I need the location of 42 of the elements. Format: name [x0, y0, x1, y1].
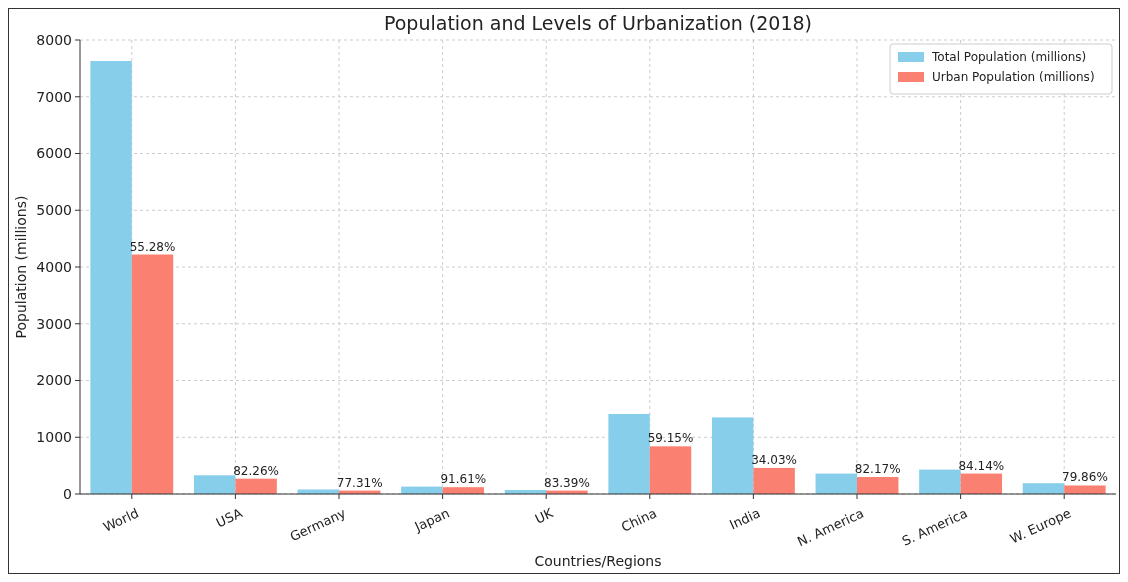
bar	[608, 413, 650, 494]
y-tick-label: 1000	[36, 429, 72, 446]
legend-label: Total Population (millions)	[931, 50, 1087, 65]
y-tick-label: 5000	[36, 202, 72, 219]
annotation: 82.17%	[854, 461, 901, 476]
bar	[753, 467, 795, 494]
annotation: 91.61%	[440, 472, 487, 487]
annotation: 77.31%	[336, 475, 383, 490]
x-tick-label: China	[618, 505, 659, 535]
y-tick-label: 6000	[36, 145, 72, 162]
y-tick-label: 2000	[36, 372, 72, 389]
chart-title: Population and Levels of Urbanization (2018)	[383, 12, 813, 34]
y-tick-label: 7000	[36, 88, 72, 105]
annotation: 82.26%	[233, 463, 279, 478]
bar	[649, 446, 692, 494]
bar	[1064, 485, 1106, 494]
bar	[193, 475, 236, 494]
x-tick-label: USA	[213, 505, 245, 531]
bar	[711, 417, 754, 494]
x-tick-label: UK	[532, 505, 556, 527]
y-axis-title: Population (millions)	[13, 195, 29, 339]
bar	[1022, 483, 1065, 494]
annotation: 83.39%	[544, 475, 590, 490]
y-tick-label: 8000	[36, 31, 72, 48]
annotation: 79.86%	[1062, 470, 1108, 485]
y-tick-label: 3000	[36, 315, 72, 332]
x-tick-label: India	[727, 505, 763, 533]
annotation: 55.28%	[129, 239, 176, 254]
bar	[131, 254, 174, 494]
bar	[960, 473, 1003, 494]
y-tick-label: 0	[63, 485, 72, 502]
bar	[919, 469, 961, 494]
bar	[815, 473, 857, 494]
annotation: 59.15%	[647, 431, 694, 446]
y-tick-label: 4000	[36, 258, 72, 275]
annotation: 84.14%	[958, 458, 1005, 473]
bar	[857, 476, 899, 494]
annotation: 34.03%	[751, 452, 797, 467]
bar	[90, 61, 132, 494]
x-axis-title: Countries/Regions	[534, 553, 662, 569]
legend-label: Urban Population (millions)	[932, 70, 1095, 85]
bar	[235, 478, 277, 494]
